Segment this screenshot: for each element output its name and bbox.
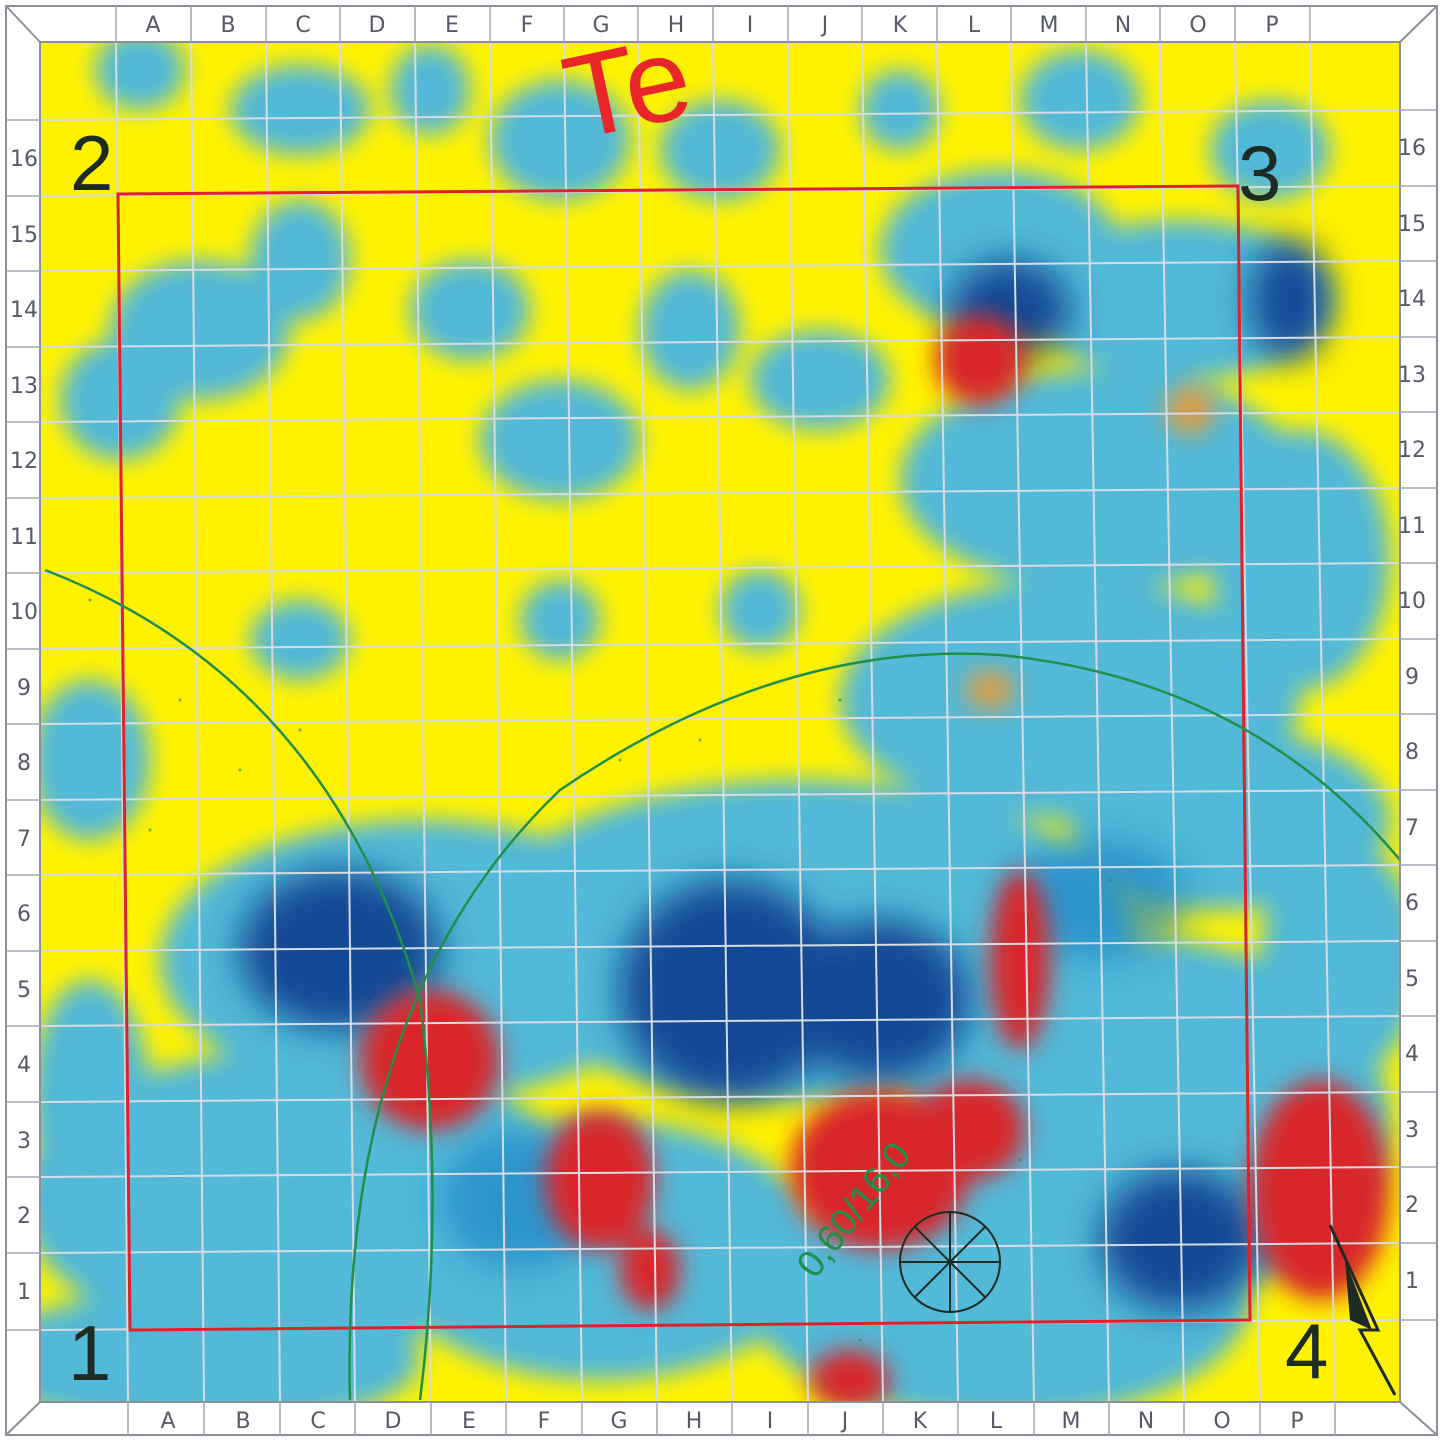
compass-rose-icon	[899, 1211, 1001, 1313]
row-label: 15	[1398, 212, 1426, 237]
row-label: 2	[1405, 1193, 1419, 1218]
column-label: G	[610, 1409, 627, 1434]
row-label: 10	[1398, 589, 1426, 614]
column-label: E	[445, 13, 459, 38]
column-label: A	[160, 1409, 175, 1434]
column-label: L	[968, 13, 981, 38]
column-label: P	[1265, 13, 1278, 38]
column-label: H	[686, 1409, 703, 1434]
survey-boundary	[116, 184, 1252, 1332]
column-labels-bottom: A B C D E F G H I J K L M N O P	[127, 1402, 1336, 1435]
row-label: 3	[17, 1129, 31, 1154]
row-label: 10	[10, 600, 38, 625]
column-label: O	[1189, 13, 1206, 38]
column-label: M	[1062, 1409, 1081, 1434]
row-label: 8	[17, 751, 31, 776]
corner-marker-1: 1	[68, 1309, 111, 1397]
column-label: D	[369, 13, 386, 38]
row-label: 4	[1405, 1042, 1419, 1067]
column-label: H	[668, 13, 685, 38]
row-label: 5	[1405, 967, 1419, 992]
corner-marker-4: 4	[1285, 1307, 1328, 1395]
north-arrow-icon	[1328, 1224, 1397, 1396]
column-label: J	[840, 1409, 849, 1434]
row-label: 6	[1405, 891, 1419, 916]
row-label: 16	[1398, 136, 1426, 161]
row-label: 1	[17, 1280, 31, 1305]
row-label: 13	[10, 374, 38, 399]
corner-marker-3: 3	[1238, 129, 1281, 217]
row-label: 14	[10, 298, 38, 323]
column-label: G	[592, 13, 609, 38]
column-label: N	[1138, 1409, 1154, 1434]
column-label: F	[521, 13, 534, 38]
column-label: L	[990, 1409, 1003, 1434]
column-label: B	[235, 1409, 250, 1434]
row-labels-left: 16 15 14 13 12 11 10 9 8 7 6 5 4 3 2 1	[6, 119, 40, 1331]
column-label: C	[310, 1409, 325, 1434]
row-label: 2	[17, 1204, 31, 1229]
column-label: E	[462, 1409, 476, 1434]
row-label: 9	[17, 676, 31, 701]
row-label: 11	[10, 525, 38, 550]
column-label: P	[1290, 1409, 1303, 1434]
column-labels-top: A B C D E F G H I J K L M N O P	[115, 6, 1311, 42]
column-label: O	[1213, 1409, 1230, 1434]
row-label: 15	[10, 223, 38, 248]
column-label: B	[220, 13, 235, 38]
column-label: I	[747, 13, 754, 38]
column-label: D	[385, 1409, 402, 1434]
row-label: 7	[17, 827, 31, 852]
row-label: 14	[1398, 287, 1426, 312]
row-label: 8	[1405, 740, 1419, 765]
column-label: M	[1040, 13, 1059, 38]
column-label: N	[1115, 13, 1131, 38]
column-label: C	[295, 13, 310, 38]
row-label: 3	[1405, 1118, 1419, 1143]
column-label: F	[538, 1409, 551, 1434]
row-label: 9	[1405, 665, 1419, 690]
column-label: K	[913, 1409, 928, 1434]
corner-marker-2: 2	[70, 119, 113, 207]
row-label: 5	[17, 978, 31, 1003]
magnetometer-heatmap: Te 0,60/16,0 2 3 1 4	[40, 42, 1400, 1402]
column-label: A	[145, 13, 160, 38]
column-label: J	[820, 13, 829, 38]
column-label: K	[893, 13, 908, 38]
column-label: I	[767, 1409, 774, 1434]
row-label: 11	[1398, 514, 1426, 539]
row-label: 7	[1405, 816, 1419, 841]
row-label: 6	[17, 902, 31, 927]
row-label: 16	[10, 147, 38, 172]
row-label: 4	[17, 1053, 31, 1078]
row-label: 1	[1405, 1269, 1419, 1294]
row-label: 12	[10, 449, 38, 474]
row-label: 13	[1398, 363, 1426, 388]
row-label: 12	[1398, 438, 1426, 463]
survey-arcs	[44, 568, 1400, 1401]
row-labels-right: 16 15 14 13 12 11 10 9 8 7 6 5 4 3 2 1	[1398, 109, 1437, 1321]
